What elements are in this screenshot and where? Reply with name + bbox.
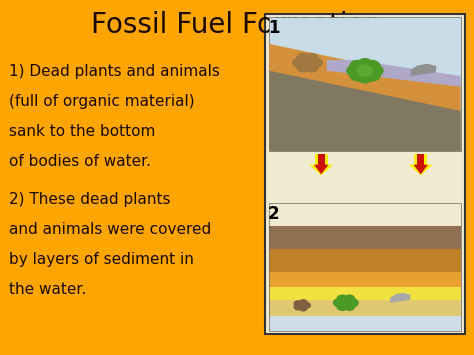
Polygon shape — [269, 71, 461, 151]
Text: 1: 1 — [268, 19, 279, 37]
Circle shape — [297, 63, 310, 72]
Circle shape — [294, 304, 302, 310]
Circle shape — [300, 300, 307, 305]
FancyBboxPatch shape — [269, 316, 461, 331]
Text: of bodies of water.: of bodies of water. — [9, 154, 152, 169]
Circle shape — [310, 58, 322, 67]
FancyBboxPatch shape — [269, 226, 461, 249]
Circle shape — [357, 59, 373, 70]
Circle shape — [347, 65, 362, 76]
Circle shape — [365, 70, 380, 81]
Text: 1) Dead plants and animals: 1) Dead plants and animals — [9, 64, 220, 79]
Polygon shape — [315, 154, 328, 165]
Text: sank to the bottom: sank to the bottom — [9, 124, 156, 139]
Circle shape — [348, 299, 358, 307]
Circle shape — [350, 70, 365, 81]
Circle shape — [334, 299, 344, 307]
Text: (full of organic material): (full of organic material) — [9, 94, 195, 109]
Polygon shape — [314, 165, 328, 174]
FancyBboxPatch shape — [269, 272, 461, 288]
Circle shape — [344, 302, 355, 310]
Text: and animals were covered: and animals were covered — [9, 222, 212, 237]
Circle shape — [306, 54, 318, 63]
Text: 2) These dead plants: 2) These dead plants — [9, 192, 171, 207]
Circle shape — [303, 302, 310, 308]
Text: by layers of sediment in: by layers of sediment in — [9, 252, 194, 267]
Circle shape — [337, 295, 347, 303]
Polygon shape — [309, 165, 333, 175]
Text: Fossil Fuel Formation: Fossil Fuel Formation — [91, 11, 383, 39]
Polygon shape — [417, 154, 424, 165]
Circle shape — [300, 305, 307, 311]
FancyBboxPatch shape — [265, 14, 465, 334]
Polygon shape — [269, 44, 461, 151]
Circle shape — [350, 60, 365, 72]
Circle shape — [306, 63, 318, 72]
FancyBboxPatch shape — [269, 249, 461, 272]
Circle shape — [357, 65, 373, 76]
Polygon shape — [327, 60, 461, 87]
Text: the water.: the water. — [9, 282, 87, 297]
Polygon shape — [410, 64, 437, 76]
Polygon shape — [409, 165, 433, 175]
Circle shape — [344, 295, 355, 303]
Text: 2: 2 — [268, 205, 280, 223]
Circle shape — [368, 65, 383, 76]
FancyBboxPatch shape — [269, 17, 461, 151]
Polygon shape — [414, 154, 428, 165]
FancyBboxPatch shape — [269, 300, 461, 316]
Circle shape — [297, 54, 310, 63]
Circle shape — [294, 301, 302, 306]
FancyBboxPatch shape — [269, 288, 461, 300]
Circle shape — [365, 60, 380, 72]
Polygon shape — [413, 165, 428, 174]
Polygon shape — [390, 293, 411, 303]
Circle shape — [357, 71, 373, 83]
Circle shape — [337, 302, 347, 310]
Circle shape — [293, 58, 305, 67]
Polygon shape — [318, 154, 325, 165]
